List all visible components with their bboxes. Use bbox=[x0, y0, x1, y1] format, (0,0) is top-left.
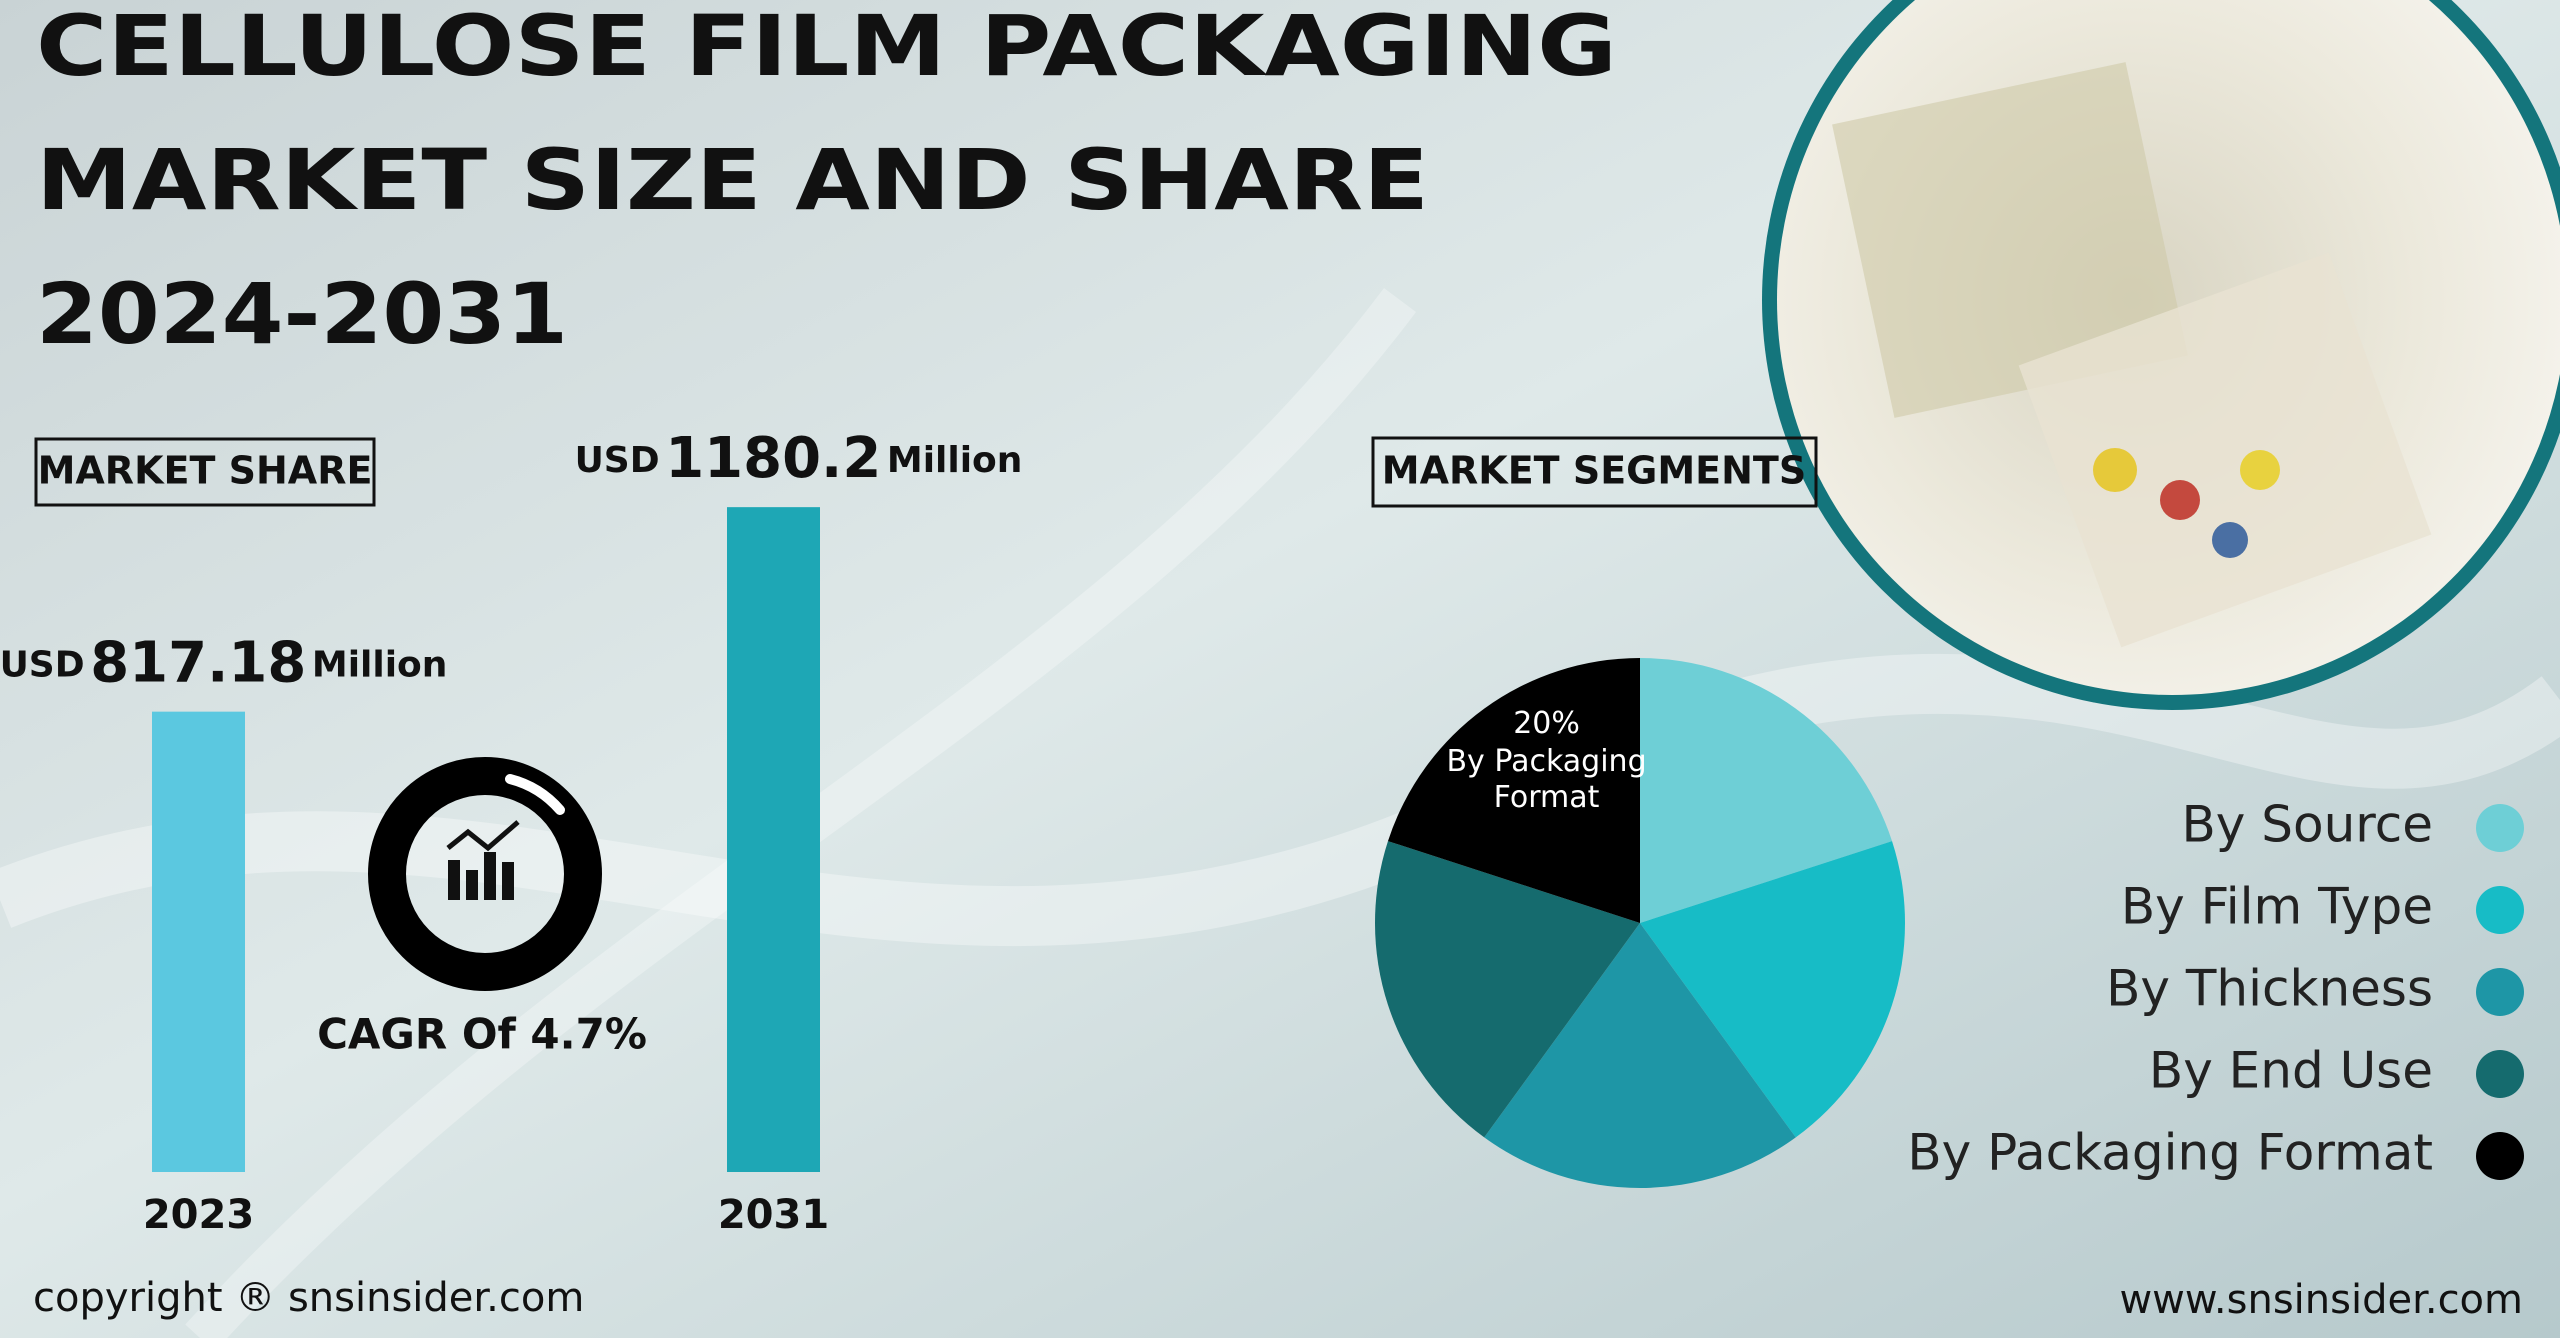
section-box bbox=[1371, 436, 1818, 508]
value-suffix: Million bbox=[312, 645, 448, 686]
icon-bar bbox=[502, 862, 514, 900]
legend-label: By Film Type bbox=[2121, 878, 2433, 936]
slice-label: 20% bbox=[1513, 706, 1580, 741]
value-label: USD 817.18 Million bbox=[0, 631, 447, 696]
legend-swatch bbox=[2476, 1132, 2524, 1180]
bar bbox=[727, 507, 820, 1172]
pie-slice bbox=[1387, 658, 1640, 923]
legend-label: By Thickness bbox=[2106, 960, 2433, 1018]
value-label: USD 1180.2 Million bbox=[575, 426, 1023, 491]
photo-candy bbox=[2160, 480, 2200, 520]
value-suffix: Million bbox=[887, 440, 1023, 481]
title-line: 2024-2031 bbox=[36, 265, 568, 363]
legend-label: By Packaging Format bbox=[1907, 1124, 2433, 1182]
decor-wave bbox=[185, 287, 1416, 1338]
title: CELLULOSE FILM PACKAGING MARKET SIZE AND … bbox=[36, 0, 1617, 363]
pie-slice bbox=[1640, 841, 1905, 1138]
icon-bar bbox=[466, 870, 478, 900]
icon-bar bbox=[484, 852, 496, 900]
website: www.snsinsider.com bbox=[2119, 1277, 2523, 1323]
pie-slice bbox=[1484, 923, 1796, 1189]
photo-bag bbox=[2018, 252, 2432, 648]
cagr-ring-highlight bbox=[505, 774, 565, 815]
copyright: copyright ® snsinsider.com bbox=[33, 1275, 584, 1321]
x-tick-label: 2023 bbox=[143, 1192, 254, 1238]
cagr-label: CAGR Of 4.7% bbox=[317, 1010, 647, 1059]
title-line: CELLULOSE FILM PACKAGING bbox=[36, 0, 1617, 95]
title-line: MARKET SIZE AND SHARE bbox=[36, 131, 1429, 229]
x-tick-label: 2031 bbox=[718, 1192, 829, 1238]
legend-swatch bbox=[2476, 968, 2524, 1016]
photo-bag bbox=[1832, 62, 2188, 418]
slice-category: By Packaging Format bbox=[1446, 744, 1647, 816]
pie-slice bbox=[1374, 841, 1640, 1138]
legend-swatch bbox=[2476, 1050, 2524, 1098]
section-heading: MARKET SHARE bbox=[38, 449, 373, 493]
photo-candy bbox=[2240, 450, 2280, 490]
legend-label: By End Use bbox=[2149, 1042, 2433, 1100]
value-prefix: USD bbox=[0, 645, 85, 686]
photo-content bbox=[1832, 62, 2432, 648]
cagr-icon bbox=[446, 820, 520, 900]
slice-category-wrap: By Packaging Format bbox=[1446, 744, 1647, 816]
icon-bar bbox=[448, 860, 460, 900]
value-number: 817.18 bbox=[90, 631, 306, 696]
pie-slice bbox=[1640, 658, 1893, 923]
bar bbox=[152, 711, 245, 1172]
legend-label: By Source bbox=[2181, 796, 2433, 854]
photo-candy bbox=[2212, 522, 2248, 558]
cagr-ring bbox=[368, 757, 602, 991]
section-box bbox=[34, 437, 376, 507]
value-prefix: USD bbox=[575, 440, 660, 481]
legend-swatch bbox=[2476, 804, 2524, 852]
value-number: 1180.2 bbox=[665, 426, 881, 491]
legend-swatch bbox=[2476, 886, 2524, 934]
photo-candy bbox=[2093, 448, 2137, 492]
icon-trend bbox=[446, 820, 520, 852]
section-heading: MARKET SEGMENTS bbox=[1382, 449, 1806, 493]
